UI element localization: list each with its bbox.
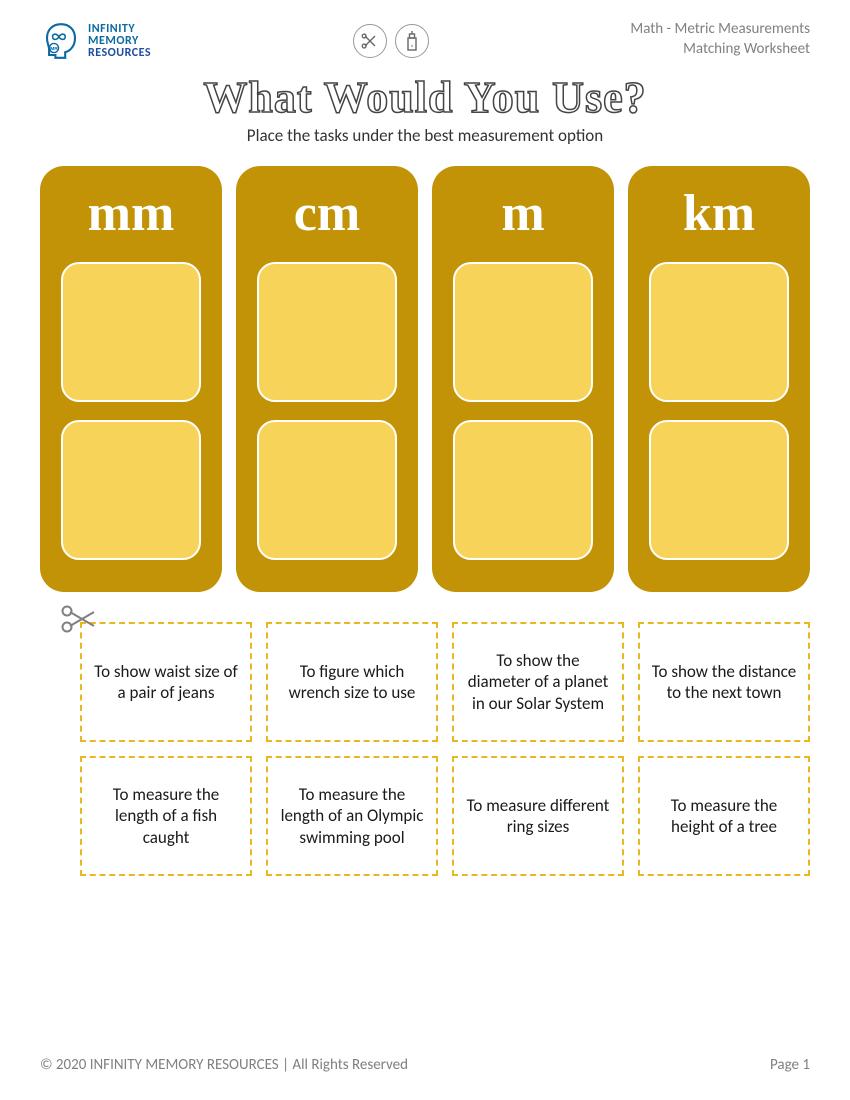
footer-copyright: © 2020 INFINITY MEMORY RESOURCES | All R…	[40, 1056, 408, 1074]
brand-text: INFINITY MEMORY RESOURCES	[88, 23, 151, 59]
unit-label: km	[642, 188, 796, 240]
task-card[interactable]: To figure which wrench size to use	[266, 622, 438, 742]
drop-slot[interactable]	[61, 420, 201, 560]
drop-slot[interactable]	[61, 262, 201, 402]
drop-slot[interactable]	[649, 420, 789, 560]
task-cards-grid: To show waist size of a pair of jeans To…	[80, 622, 810, 876]
tool-icons: A	[353, 24, 429, 58]
cut-out-section: To show waist size of a pair of jeans To…	[40, 622, 810, 876]
glue-icon: A	[395, 24, 429, 58]
head-infinity-icon: MR	[40, 20, 82, 62]
header-row: MR INFINITY MEMORY RESOURCES A Math - Me…	[40, 20, 810, 62]
drop-slot[interactable]	[453, 262, 593, 402]
task-card[interactable]: To measure the length of an Olympic swim…	[266, 756, 438, 876]
footer: © 2020 INFINITY MEMORY RESOURCES | All R…	[40, 1056, 810, 1074]
footer-page: Page 1	[770, 1056, 810, 1074]
task-card[interactable]: To show the diameter of a planet in our …	[452, 622, 624, 742]
task-card[interactable]: To show the distance to the next town	[638, 622, 810, 742]
header-meta: Math - Metric Measurements Matching Work…	[630, 20, 810, 59]
drop-slot[interactable]	[257, 262, 397, 402]
page-subtitle: Place the tasks under the best measureme…	[40, 125, 810, 146]
unit-column-m: m	[432, 166, 614, 592]
meta-line-1: Math - Metric Measurements	[630, 20, 810, 40]
task-card[interactable]: To measure different ring sizes	[452, 756, 624, 876]
drop-slot[interactable]	[257, 420, 397, 560]
unit-column-mm: mm	[40, 166, 222, 592]
svg-text:A: A	[411, 44, 414, 49]
scissors-icon	[353, 24, 387, 58]
unit-label: mm	[54, 188, 208, 240]
drop-slot[interactable]	[649, 262, 789, 402]
task-card[interactable]: To measure the height of a tree	[638, 756, 810, 876]
unit-column-cm: cm	[236, 166, 418, 592]
page-title: What Would You Use?	[40, 72, 810, 123]
unit-columns: mm cm m km	[40, 166, 810, 592]
scissors-icon	[60, 604, 96, 634]
unit-label: m	[446, 188, 600, 240]
unit-column-km: km	[628, 166, 810, 592]
brand-logo: MR INFINITY MEMORY RESOURCES	[40, 20, 151, 62]
drop-slot[interactable]	[453, 420, 593, 560]
unit-label: cm	[250, 188, 404, 240]
task-card[interactable]: To show waist size of a pair of jeans	[80, 622, 252, 742]
meta-line-2: Matching Worksheet	[630, 40, 810, 60]
brand-line-3: RESOURCES	[88, 47, 151, 59]
task-card[interactable]: To measure the length of a fish caught	[80, 756, 252, 876]
svg-text:MR: MR	[50, 46, 58, 52]
